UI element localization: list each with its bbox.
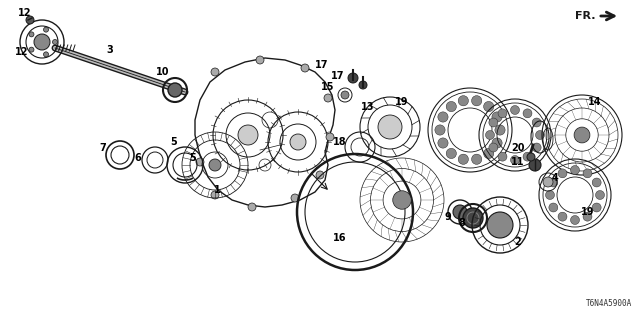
Text: 13: 13 bbox=[361, 102, 375, 112]
Circle shape bbox=[324, 94, 332, 102]
Circle shape bbox=[378, 115, 402, 139]
Circle shape bbox=[44, 27, 49, 32]
Text: T6N4A5900A: T6N4A5900A bbox=[586, 299, 632, 308]
Text: 4: 4 bbox=[552, 173, 558, 183]
Circle shape bbox=[29, 47, 34, 52]
Text: 20: 20 bbox=[511, 143, 525, 153]
Circle shape bbox=[523, 109, 532, 118]
Circle shape bbox=[211, 191, 219, 199]
Circle shape bbox=[527, 153, 535, 161]
Text: 16: 16 bbox=[333, 233, 347, 243]
Circle shape bbox=[545, 190, 554, 199]
Circle shape bbox=[570, 165, 579, 174]
Circle shape bbox=[574, 127, 590, 143]
Circle shape bbox=[209, 159, 221, 171]
Circle shape bbox=[348, 73, 358, 83]
Circle shape bbox=[446, 101, 456, 112]
Circle shape bbox=[498, 152, 507, 161]
Circle shape bbox=[435, 125, 445, 135]
Circle shape bbox=[326, 133, 334, 141]
Text: 17: 17 bbox=[332, 71, 345, 81]
Circle shape bbox=[583, 169, 592, 178]
Circle shape bbox=[536, 131, 545, 140]
Circle shape bbox=[446, 148, 456, 159]
Circle shape bbox=[168, 83, 182, 97]
Circle shape bbox=[489, 118, 498, 127]
Circle shape bbox=[316, 171, 324, 179]
Circle shape bbox=[196, 158, 204, 166]
Circle shape bbox=[558, 169, 567, 178]
Circle shape bbox=[549, 178, 558, 187]
Text: 12: 12 bbox=[19, 8, 32, 18]
Text: 2: 2 bbox=[515, 237, 522, 247]
Circle shape bbox=[532, 143, 541, 152]
Text: 15: 15 bbox=[321, 82, 335, 92]
Circle shape bbox=[484, 148, 494, 159]
Circle shape bbox=[558, 212, 567, 221]
Text: 10: 10 bbox=[156, 67, 170, 77]
Circle shape bbox=[301, 64, 309, 72]
Circle shape bbox=[458, 96, 468, 106]
Circle shape bbox=[523, 152, 532, 161]
Circle shape bbox=[489, 143, 498, 152]
Circle shape bbox=[532, 118, 541, 127]
Circle shape bbox=[472, 96, 482, 106]
Text: 11: 11 bbox=[511, 157, 525, 167]
Text: 12: 12 bbox=[15, 47, 29, 57]
Text: 6: 6 bbox=[134, 153, 141, 163]
Text: 7: 7 bbox=[100, 143, 106, 153]
Circle shape bbox=[211, 68, 219, 76]
Circle shape bbox=[458, 154, 468, 164]
Text: 19: 19 bbox=[396, 97, 409, 107]
Circle shape bbox=[238, 125, 258, 145]
Circle shape bbox=[463, 208, 483, 228]
Text: 19: 19 bbox=[581, 207, 595, 217]
Circle shape bbox=[570, 216, 579, 225]
Circle shape bbox=[549, 203, 558, 212]
Text: 5: 5 bbox=[171, 137, 177, 147]
Circle shape bbox=[248, 203, 256, 211]
Circle shape bbox=[511, 106, 520, 115]
Text: 3: 3 bbox=[107, 45, 113, 55]
Circle shape bbox=[291, 194, 299, 202]
Circle shape bbox=[438, 138, 448, 148]
Circle shape bbox=[290, 134, 306, 150]
Circle shape bbox=[486, 131, 495, 140]
Text: 14: 14 bbox=[588, 97, 602, 107]
Circle shape bbox=[492, 138, 502, 148]
Circle shape bbox=[472, 154, 482, 164]
Circle shape bbox=[52, 39, 58, 44]
Text: 1: 1 bbox=[214, 185, 220, 195]
Circle shape bbox=[341, 91, 349, 99]
Circle shape bbox=[29, 32, 34, 37]
Circle shape bbox=[438, 112, 448, 122]
Circle shape bbox=[495, 125, 505, 135]
Circle shape bbox=[492, 112, 502, 122]
Circle shape bbox=[484, 101, 494, 112]
Circle shape bbox=[595, 190, 605, 199]
Text: 5: 5 bbox=[189, 153, 196, 163]
Circle shape bbox=[26, 16, 34, 24]
Circle shape bbox=[256, 56, 264, 64]
Circle shape bbox=[453, 205, 467, 219]
Text: 18: 18 bbox=[333, 137, 347, 147]
Text: FR.: FR. bbox=[575, 11, 596, 21]
Circle shape bbox=[393, 191, 412, 209]
Circle shape bbox=[529, 159, 541, 171]
Circle shape bbox=[487, 212, 513, 238]
Circle shape bbox=[34, 34, 50, 50]
Circle shape bbox=[511, 156, 520, 164]
Circle shape bbox=[44, 52, 49, 57]
Circle shape bbox=[592, 203, 601, 212]
Text: 17: 17 bbox=[316, 60, 329, 70]
Circle shape bbox=[543, 177, 553, 187]
Circle shape bbox=[359, 81, 367, 89]
Circle shape bbox=[592, 178, 601, 187]
Circle shape bbox=[583, 212, 592, 221]
Text: 8: 8 bbox=[459, 218, 465, 228]
Text: 9: 9 bbox=[445, 212, 451, 222]
Circle shape bbox=[498, 109, 507, 118]
